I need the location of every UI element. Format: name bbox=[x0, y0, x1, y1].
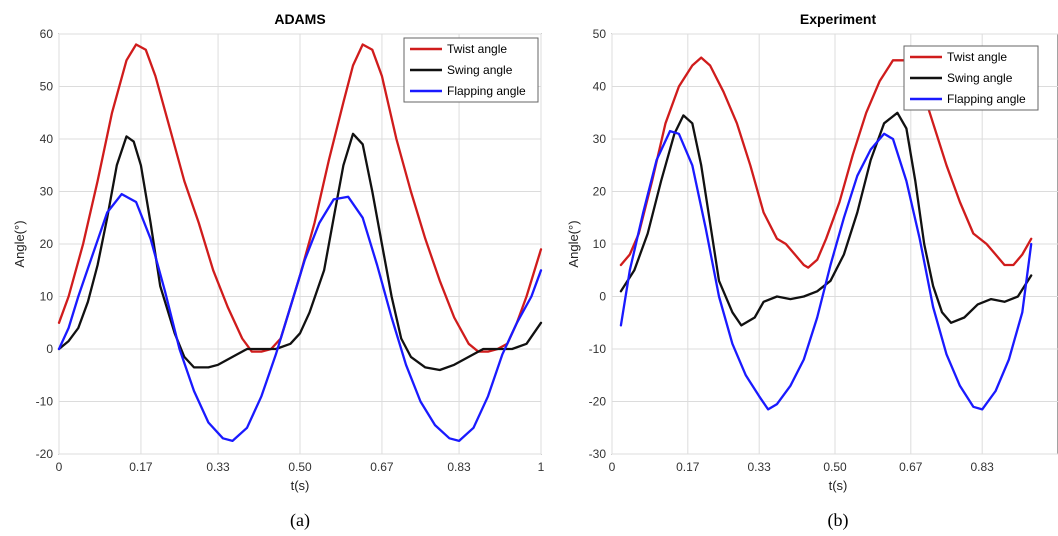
x-tick-label: 0.33 bbox=[206, 460, 230, 474]
y-axis-label: Angle(°) bbox=[12, 220, 27, 267]
x-tick-label: 0.83 bbox=[971, 460, 995, 474]
series-line-flapping-angle bbox=[619, 129, 1033, 411]
series-lines bbox=[57, 43, 543, 443]
x-tick-label: 0.33 bbox=[748, 460, 772, 474]
x-tick-label: 0.17 bbox=[129, 460, 153, 474]
legend: Twist angle Swing angle Flapping angle bbox=[903, 45, 1039, 111]
x-tick-label: 1 bbox=[538, 460, 545, 474]
legend-label-twist: Twist angle bbox=[947, 50, 1007, 64]
x-tick-label: 0.17 bbox=[676, 460, 700, 474]
y-tick-label: 30 bbox=[40, 185, 54, 199]
y-tick-label: 0 bbox=[599, 290, 606, 304]
y-tick-label: 10 bbox=[40, 290, 54, 304]
series-line-swing-angle bbox=[57, 132, 543, 372]
chart-title: ADAMS bbox=[274, 11, 325, 27]
x-tick-label: 0.67 bbox=[370, 460, 394, 474]
legend-label-flapping: Flapping angle bbox=[947, 92, 1026, 106]
y-tick-label: 0 bbox=[46, 342, 53, 356]
y-tick-label: -30 bbox=[589, 447, 607, 461]
y-tick-label: 20 bbox=[40, 237, 54, 251]
x-tick-label: 0.50 bbox=[288, 460, 312, 474]
x-tick-label: 0 bbox=[609, 460, 616, 474]
x-ticks: 0 0.17 0.33 0.50 0.67 0.83 bbox=[609, 460, 995, 474]
chart-panel-adams: ADAMS t(s) Angle(°) 0 0.17 0.33 0.50 0.67 0.8… bbox=[12, 11, 545, 531]
series-line-swing-angle bbox=[619, 111, 1033, 327]
legend-label-twist: Twist angle bbox=[447, 42, 507, 56]
series-line-twist-angle bbox=[619, 56, 1033, 269]
x-axis-label: t(s) bbox=[291, 478, 310, 493]
y-ticks: -30 -20 -10 0 10 20 30 40 50 bbox=[589, 27, 607, 461]
panel-caption: (b) bbox=[828, 510, 849, 531]
legend-label-swing: Swing angle bbox=[447, 63, 513, 77]
y-tick-label: 30 bbox=[593, 132, 607, 146]
x-tick-label: 0 bbox=[56, 460, 63, 474]
chart-title: Experiment bbox=[800, 11, 877, 27]
y-tick-label: 40 bbox=[40, 132, 54, 146]
x-ticks: 0 0.17 0.33 0.50 0.67 0.83 1 bbox=[56, 460, 545, 474]
chart-panel-experiment: Experiment t(s) Angle(°) 0 0.17 0.33 0.50 0.… bbox=[566, 11, 1058, 531]
legend-label-flapping: Flapping angle bbox=[447, 84, 526, 98]
y-tick-label: 20 bbox=[593, 185, 607, 199]
series-line-flapping-angle bbox=[57, 192, 543, 443]
y-ticks: -20 -10 0 10 20 30 40 50 60 bbox=[36, 27, 54, 461]
x-tick-label: 0.67 bbox=[899, 460, 923, 474]
y-tick-label: 40 bbox=[593, 80, 607, 94]
y-tick-label: 50 bbox=[593, 27, 607, 41]
legend-label-swing: Swing angle bbox=[947, 71, 1013, 85]
y-tick-label: -10 bbox=[36, 395, 54, 409]
series-lines bbox=[619, 56, 1033, 411]
x-tick-label: 0.50 bbox=[823, 460, 847, 474]
y-tick-label: -10 bbox=[589, 342, 607, 356]
y-tick-label: 10 bbox=[593, 237, 607, 251]
panel-caption: (a) bbox=[290, 510, 310, 531]
y-tick-label: -20 bbox=[36, 447, 54, 461]
x-tick-label: 0.83 bbox=[447, 460, 471, 474]
y-tick-label: 60 bbox=[40, 27, 54, 41]
y-tick-label: 50 bbox=[40, 80, 54, 94]
y-tick-label: -20 bbox=[589, 395, 607, 409]
legend: Twist angle Swing angle Flapping angle bbox=[403, 37, 539, 103]
grid bbox=[58, 33, 542, 455]
y-axis-label: Angle(°) bbox=[566, 220, 581, 267]
x-axis-label: t(s) bbox=[829, 478, 848, 493]
